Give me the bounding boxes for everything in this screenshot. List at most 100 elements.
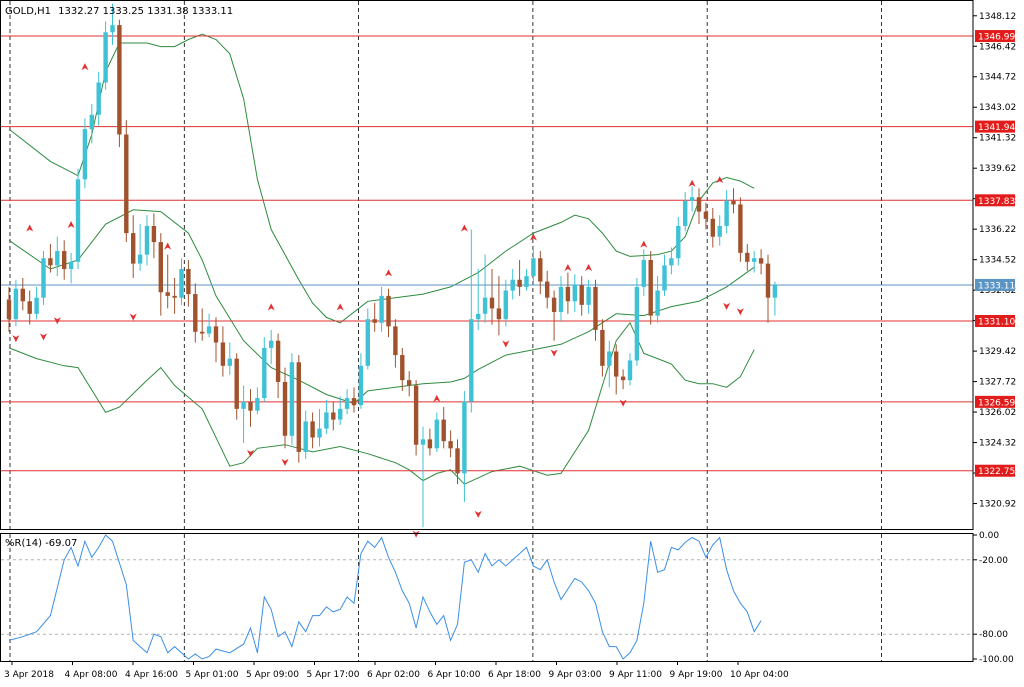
candle-bear — [620, 376, 626, 381]
x-tick-label: 3 Apr 2018 — [4, 670, 54, 680]
candle-bull — [255, 398, 260, 411]
candle-bull — [241, 401, 246, 409]
level-price-label: 1326.59 — [978, 398, 1015, 408]
candle-bull — [641, 260, 646, 287]
candle-bull — [752, 258, 757, 262]
candle-bull — [462, 401, 467, 474]
x-tick-label: 4 Apr 16:00 — [125, 670, 178, 680]
fractal-up-arrow — [433, 394, 441, 402]
candle-bull — [772, 285, 778, 298]
candle-bull — [206, 326, 212, 334]
y-tick-label: 1336.22 — [979, 225, 1016, 235]
fractal-down-arrow — [12, 335, 20, 343]
y-tick-label: 1320.92 — [979, 500, 1016, 510]
fractal-up-arrow — [688, 179, 696, 187]
fractal-up-arrow — [640, 240, 648, 248]
y-tick-label: 1339.62 — [979, 164, 1016, 174]
fractal-down-arrow — [247, 449, 254, 457]
horizontal-levels[interactable] — [1, 35, 973, 472]
candle-bull — [503, 290, 508, 320]
fractal-down-arrow — [129, 313, 137, 321]
candle-bull — [317, 428, 322, 438]
candle-bear — [296, 362, 301, 452]
candle-bear — [551, 297, 557, 313]
candle-bull — [655, 290, 660, 316]
fractal-up-arrow — [529, 233, 537, 241]
level-price-label-bg — [975, 395, 1015, 408]
candle-bull — [572, 285, 577, 302]
candle-bear — [413, 385, 419, 445]
candle-bear — [131, 233, 136, 264]
x-tick-label: 6 Apr 10:00 — [428, 670, 481, 680]
level-price-label: 1346.99 — [978, 33, 1015, 43]
fractal-down-arrow — [412, 530, 420, 538]
fractal-up-arrow — [81, 63, 89, 71]
candle-bull — [227, 358, 232, 366]
chart-ohlc-values: 1332.27 1333.25 1331.38 1333.11 — [58, 6, 233, 17]
fractal-down-arrow — [736, 308, 744, 316]
candle-bull — [634, 286, 640, 361]
williams-r-panel — [1, 534, 973, 660]
y-tick-label: 1343.02 — [979, 103, 1016, 113]
fractal-up-arrow — [67, 220, 75, 228]
candle-bear — [234, 358, 239, 409]
candle-bear — [62, 251, 67, 269]
fractal-down-arrow — [474, 510, 482, 518]
candle-bear — [282, 381, 288, 436]
wpr-y-tick-label: -80.00 — [979, 630, 1008, 640]
current-price-label: 1333.11 — [978, 281, 1015, 291]
candle-bull — [75, 179, 81, 262]
x-tick-label: 9 Apr 11:00 — [609, 670, 662, 680]
candle-bull — [55, 251, 60, 266]
candle-bear — [696, 197, 702, 212]
x-tick-label: 5 Apr 09:00 — [246, 670, 299, 680]
candle-bear — [648, 260, 653, 316]
candle-bull — [420, 439, 426, 445]
candle-bull — [524, 276, 529, 287]
y-tick-label: 1327.72 — [979, 378, 1016, 388]
candle-bear — [745, 252, 750, 262]
fractal-down-arrow — [550, 349, 558, 357]
candle-bull — [717, 225, 722, 237]
current-price-label-bg — [975, 278, 1015, 291]
candle-bear — [489, 297, 495, 309]
candle-bear — [220, 342, 226, 366]
candle-bear — [441, 419, 446, 442]
svg-text:GOLD,H1 1332.27 1333.25: GOLD,H1 1332.27 1333.25 1331.38 1333.11 — [5, 6, 233, 17]
x-tick-label: 5 Apr 17:00 — [307, 670, 360, 680]
candle-bull — [689, 197, 695, 201]
candle-bull — [586, 286, 591, 305]
candle-bear — [172, 295, 177, 298]
wpr-y-tick-label: -100.00 — [979, 655, 1014, 665]
grid-layer — [9, 1, 882, 661]
candle-bear — [248, 401, 253, 411]
candle-bull — [324, 412, 329, 429]
candle-bear — [186, 268, 191, 295]
candle-bull — [303, 421, 308, 452]
level-price-label-bg — [975, 464, 1015, 477]
candle-bear — [275, 340, 281, 382]
candle-bull — [510, 279, 515, 291]
y-tick-label: 1329.42 — [979, 347, 1016, 357]
y-tick-label: 1334.52 — [979, 256, 1016, 266]
candle-bear — [738, 204, 743, 253]
candle-bull — [338, 408, 343, 420]
level-price-label: 1337.83 — [978, 197, 1015, 207]
candles — [6, 3, 778, 528]
fractal-down-arrow — [40, 333, 47, 341]
candle-bear — [386, 295, 391, 327]
candle-bear — [372, 319, 377, 323]
level-price-label: 1322.75 — [978, 467, 1015, 477]
candle-bear — [393, 326, 398, 356]
candle-bull — [676, 225, 681, 259]
candle-bull — [607, 351, 612, 366]
candle-bear — [710, 218, 715, 237]
candle-bear — [117, 25, 122, 135]
fractal-down-arrow — [502, 340, 510, 348]
candle-bear — [310, 421, 315, 438]
candle-bear — [600, 329, 605, 366]
fractal-up-arrow — [564, 263, 572, 271]
candle-bear — [538, 258, 543, 282]
